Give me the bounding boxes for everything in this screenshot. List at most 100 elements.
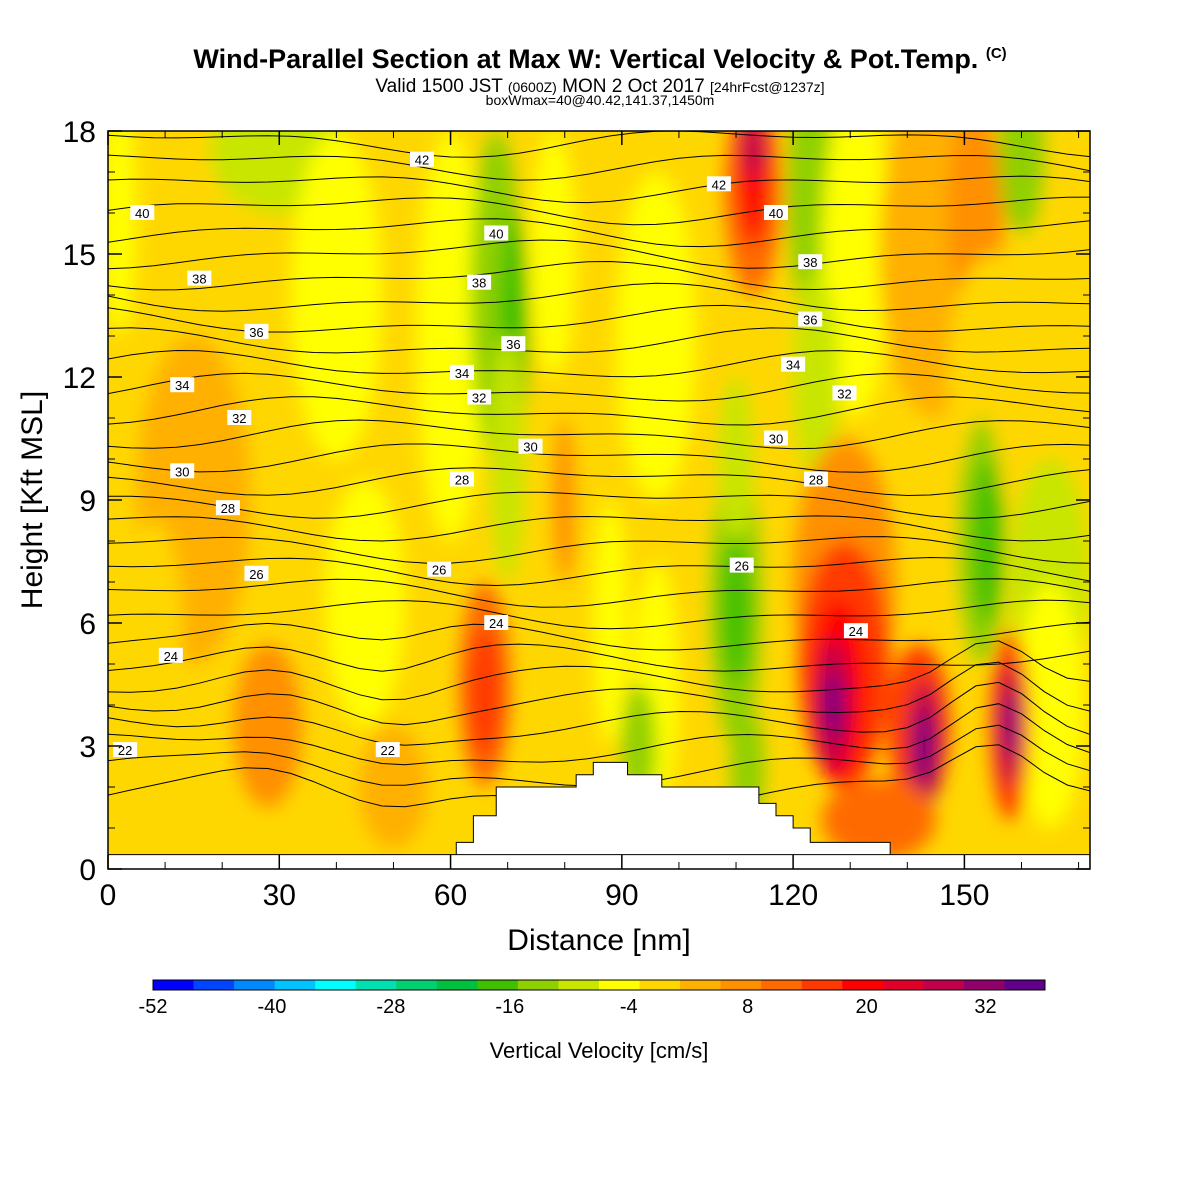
field-cell [972, 459, 1002, 623]
colorbar-swatch [355, 980, 397, 990]
contour-label: 24 [164, 649, 178, 664]
field-cell [787, 131, 834, 316]
theta-contour-line [108, 175, 1090, 204]
contour-label-box [484, 615, 509, 630]
theta-contour-line [108, 703, 1090, 766]
colorbar-swatch [801, 980, 843, 990]
contour-label-box [832, 385, 857, 401]
ground-strip [109, 854, 1089, 869]
theta-contour-line [108, 260, 1090, 291]
colorbar-swatch [193, 980, 235, 990]
colorbar-swatch [842, 980, 884, 990]
field-cell [233, 643, 303, 808]
y-tick-label: 12 [63, 362, 96, 395]
theta-contour-line [108, 640, 1090, 701]
contour-label: 34 [786, 358, 800, 373]
x-tick-label: 60 [434, 879, 467, 912]
contour-label: 28 [221, 501, 235, 516]
theta-contour-line [108, 372, 1090, 402]
contour-label: 26 [734, 559, 748, 574]
colorbar-tick-label: -4 [620, 996, 638, 1018]
theta-contour-line [108, 349, 1090, 378]
contour-label-box [843, 623, 868, 639]
y-tick-label: 18 [63, 116, 96, 149]
contour-label-box [427, 561, 452, 577]
field-cell [825, 672, 841, 738]
colorbar-tick-label: 8 [742, 996, 753, 1018]
field-cell [416, 131, 485, 541]
contour-label-box [244, 323, 269, 339]
chart-title-text: Wind-Parallel Section at Max W: Vertical… [193, 44, 979, 74]
colorbar-frame [152, 979, 1046, 991]
colorbar-swatch [517, 980, 559, 990]
contour-label: 36 [803, 313, 817, 328]
contour-label-box [501, 336, 526, 352]
contour-label-box [227, 410, 252, 425]
theta-contour-line [108, 556, 1090, 587]
contour-label-box [763, 430, 788, 446]
theta-contour-line [108, 131, 1090, 158]
theta-contour-line [108, 327, 1090, 354]
theta-contour-line [108, 419, 1090, 450]
contour-label: 30 [523, 440, 537, 455]
contour-label: 40 [489, 227, 503, 242]
colorbar-swatch [761, 980, 803, 990]
contour-label-box [467, 389, 492, 405]
colorbar-swatch [1004, 980, 1046, 990]
contour-label: 26 [249, 567, 263, 582]
contour-label: 42 [712, 177, 726, 192]
contour-label: 40 [135, 206, 149, 221]
contour-label: 40 [769, 206, 783, 221]
colorbar-tick-label: 20 [855, 996, 877, 1018]
theta-contour-line [108, 154, 1090, 181]
contour-label: 34 [175, 378, 189, 393]
contour-label: 42 [415, 153, 429, 168]
y-tick-label: 9 [79, 485, 96, 518]
colorbar: -52 -40 -28 -16 -4 8 20 32 [139, 979, 1046, 1018]
colorbar-swatch [963, 980, 1005, 990]
forecast-info: [24hrFcst@1237z] [709, 79, 825, 95]
x-axis-title: Distance [nm] [507, 924, 690, 957]
x-tick-label: 0 [100, 879, 117, 912]
theta-contour-line [108, 681, 1090, 746]
field-cell [821, 131, 891, 418]
contour-label: 22 [381, 743, 395, 758]
colorbar-swatch [639, 980, 681, 990]
valid-zulu: (0600Z) [507, 79, 557, 95]
field-cell [1015, 582, 1085, 828]
valid-date: MON 2 Oct 2017 [562, 76, 705, 97]
colorbar-tick-label: -16 [495, 996, 524, 1018]
field-cell [490, 336, 525, 582]
colorbar-swatch [234, 980, 276, 990]
theta-contour-line [108, 578, 1090, 608]
field-cell [998, 131, 1045, 234]
theta-contour-line [108, 239, 1090, 270]
contour-label-box [449, 364, 474, 380]
contour-label: 30 [175, 464, 189, 479]
colorbar-tick-label: 32 [974, 996, 996, 1018]
contour-label-box [729, 557, 754, 573]
contour-label-box [375, 742, 400, 758]
colorbar-swatch [680, 980, 722, 990]
terrain [108, 761, 1090, 870]
contour-label-box [170, 377, 195, 393]
field-cell [741, 131, 765, 181]
y-axis-title: Height [Kft MSL] [16, 391, 49, 609]
contour-label-box [449, 471, 474, 487]
theta-contour-line [108, 491, 1090, 519]
contour-label: 38 [472, 276, 486, 291]
field-cell [821, 778, 936, 861]
contour-label: 32 [837, 386, 851, 401]
field-cell [1004, 692, 1016, 759]
colorbar-swatch [396, 980, 438, 990]
theta-contour-line [108, 643, 1090, 672]
contour-label: 24 [849, 624, 863, 639]
field-cell [108, 131, 137, 336]
contour-label-box [158, 647, 183, 663]
theta-contour-line [108, 467, 1090, 497]
contour-label-box [763, 205, 788, 220]
y-tick-label: 15 [63, 239, 96, 272]
field-cell [570, 295, 605, 541]
